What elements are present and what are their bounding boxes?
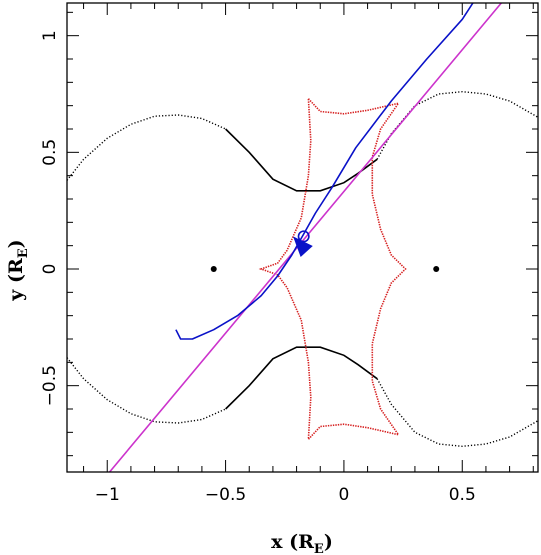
x-axis-unit-close: ) xyxy=(324,531,333,553)
y-tick-label: 0 xyxy=(40,264,60,275)
caustic-curve xyxy=(258,98,407,442)
y-tick-label: −0.5 xyxy=(40,365,60,406)
x-tick-label: −1 xyxy=(95,485,120,505)
x-axis-unit-sub: E xyxy=(314,542,324,555)
y-axis-label: y (RE) xyxy=(5,239,31,301)
source-trajectory xyxy=(175,3,474,340)
x-tick-label: 0.5 xyxy=(449,485,476,505)
plot-frame xyxy=(66,2,539,473)
x-axis-unit-open: (R xyxy=(289,531,314,553)
critical-curve-dotted-lower_left xyxy=(67,357,226,424)
y-axis-unit-close: ) xyxy=(5,239,27,248)
y-axis-unit-open: (R xyxy=(5,258,27,283)
critical-curve-solid-lower xyxy=(225,346,378,410)
lens-point-2 xyxy=(433,266,440,272)
y-axis-unit-sub: E xyxy=(16,248,31,258)
source-position-marker xyxy=(297,230,310,243)
x-tick-label: −0.5 xyxy=(205,485,246,505)
critical-curve-solid-upper xyxy=(225,128,378,192)
x-tick-label: 0 xyxy=(339,485,350,505)
x-axis-label: x (RE) xyxy=(271,531,333,555)
critical-curve-dotted-upper_left xyxy=(67,114,226,181)
axis-tick-labels: −1 −0.5 0 0.5 −0.5 0 0.5 1 xyxy=(40,30,476,505)
straight-source-line xyxy=(108,3,502,472)
y-axis-symbol: y xyxy=(5,289,27,302)
plot-data-layer xyxy=(67,3,538,472)
critical-curve-dotted-upper_right xyxy=(376,90,538,160)
critical-curve-dotted-lower_right xyxy=(376,378,538,448)
trajectory-arrow-head xyxy=(293,236,313,257)
axis-ticks xyxy=(67,3,538,472)
lens-point-1 xyxy=(210,266,217,272)
y-tick-label: 0.5 xyxy=(40,139,60,166)
x-axis-symbol: x xyxy=(271,531,283,553)
y-tick-label: 1 xyxy=(40,30,60,41)
